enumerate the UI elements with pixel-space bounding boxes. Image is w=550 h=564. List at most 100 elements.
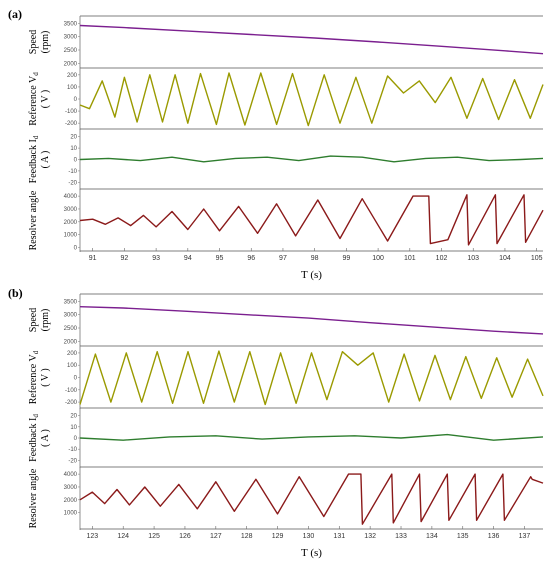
x-tick-label: 97 [279, 255, 287, 262]
y-tick-label: 0 [74, 376, 78, 382]
y-axis-label-text: Feedback I [28, 418, 39, 462]
series-line [79, 155, 544, 163]
x-tick-label: 123 [87, 533, 99, 540]
y-tick-label: 20 [70, 135, 77, 141]
y-tick-label: 2000 [64, 61, 78, 67]
y-axis-label: Speed [28, 30, 39, 54]
y-tick-label: 1000 [64, 233, 78, 239]
y-axis-label-subscript: d [32, 72, 40, 76]
y-axis-label-text: Resolver angle [28, 190, 39, 250]
y-tick-label: 2000 [64, 220, 78, 226]
x-tick-label: 133 [395, 533, 407, 540]
x-tick-label: 104 [499, 255, 511, 262]
y-tick-label: -20 [68, 458, 77, 464]
y-tick-label: 0 [74, 436, 78, 442]
x-tick-label: 105 [531, 255, 543, 262]
subplot-resolver-angle: 4000 3000 2000 1000 0 Resolver angle [28, 188, 544, 252]
x-tick-label: 130 [303, 533, 315, 540]
y-tick-label: 3500 [64, 299, 78, 305]
x-tick-label: 95 [216, 255, 224, 262]
y-tick-label: 10 [70, 146, 77, 152]
x-tick-label: 125 [148, 533, 160, 540]
y-tick-label: 2000 [64, 339, 78, 345]
y-axis-label: Resolver angle [28, 468, 39, 528]
x-tick-label: 127 [210, 533, 222, 540]
y-axis-unit: ( V ) [40, 90, 51, 109]
y-tick-label: 3000 [64, 207, 78, 213]
y-axis-label: Feedback Id [28, 135, 40, 183]
subplot-feedback-i: 20 10 0 -10 -20 Feedback Id( A ) [28, 128, 544, 190]
x-tick-label: 99 [342, 255, 350, 262]
series-line [79, 72, 544, 127]
y-tick-label: 10 [70, 425, 77, 431]
series-line [79, 194, 544, 246]
x-axis: 91 92 93 94 95 96 97 98 99 100 101 102 103 104 105 T (s… [80, 248, 543, 281]
y-axis-label: Reference Vd [28, 350, 40, 404]
y-axis-unit: ( A ) [40, 429, 51, 447]
x-tick-label: 100 [372, 255, 384, 262]
series-line [79, 306, 544, 335]
x-tick-label: 102 [436, 255, 448, 262]
y-axis-label-text: Reference V [28, 353, 39, 404]
x-tick-label: 126 [179, 533, 191, 540]
x-axis: 123 124 125 126 127 128 129 130 131 132 133 134 135 1… [80, 526, 543, 559]
subplot-resolver-angle: 4000 3000 2000 1000 Resolver angle [28, 466, 544, 530]
x-tick-label: 131 [333, 533, 345, 540]
y-axis-label-text: Speed [28, 308, 39, 332]
x-tick-label: 134 [426, 533, 438, 540]
y-tick-label: -20 [68, 180, 77, 186]
y-tick-label: 200 [67, 351, 78, 357]
y-tick-label: -100 [65, 388, 78, 394]
y-tick-label: 3000 [64, 313, 78, 319]
y-tick-label: 100 [67, 85, 78, 91]
y-tick-label: -10 [68, 169, 77, 175]
y-axis-label-subscript: d [32, 414, 40, 418]
y-tick-label: 20 [70, 414, 77, 420]
x-tick-label: 96 [247, 255, 255, 262]
series-line [79, 350, 544, 406]
y-tick-label: 4000 [64, 194, 78, 200]
x-tick-label: 92 [120, 255, 128, 262]
x-tick-label: 128 [241, 533, 253, 540]
panel-label: (b) [8, 286, 23, 300]
x-axis-label: T (s) [301, 547, 322, 559]
subplot-speed: 3500 3000 2500 2000 Speed (rpm) [28, 15, 544, 68]
panel-label: (a) [8, 7, 22, 21]
y-axis-label: Feedback Id [28, 414, 40, 462]
y-axis-label-text: Reference V [28, 75, 39, 126]
y-tick-label: 2500 [64, 326, 78, 332]
x-tick-label: 132 [364, 533, 376, 540]
y-axis-label: Speed [28, 308, 39, 332]
x-tick-label: 93 [152, 255, 160, 262]
y-tick-label: 100 [67, 363, 78, 369]
y-tick-label: 3500 [64, 21, 78, 27]
y-tick-label: 0 [74, 158, 78, 164]
y-tick-label: 4000 [64, 472, 78, 478]
series-line [79, 24, 544, 55]
y-tick-label: 2500 [64, 48, 78, 54]
y-axis-label: Reference Vd [28, 72, 40, 126]
x-tick-label: 98 [311, 255, 319, 262]
series-line [79, 473, 544, 525]
y-tick-label: 3000 [64, 485, 78, 491]
x-tick-label: 124 [117, 533, 129, 540]
y-axis-unit: (rpm) [40, 309, 51, 332]
x-axis-label: T (s) [301, 269, 322, 281]
y-axis-label: Resolver angle [28, 190, 39, 250]
x-tick-label: 136 [488, 533, 500, 540]
y-tick-label: -200 [65, 400, 78, 406]
x-tick-label: 94 [184, 255, 192, 262]
y-tick-label: 3000 [64, 35, 78, 41]
y-axis-unit: ( A ) [40, 151, 51, 169]
y-axis-unit: ( V ) [40, 368, 51, 387]
y-axis-label-text: Speed [28, 30, 39, 54]
x-tick-label: 137 [519, 533, 531, 540]
subplot-reference-v: 200 100 0 -100 -200 Reference Vd( V ) [28, 345, 544, 409]
y-axis-label-subscript: d [32, 135, 40, 139]
y-tick-label: 2000 [64, 498, 78, 504]
series-line [79, 433, 544, 441]
